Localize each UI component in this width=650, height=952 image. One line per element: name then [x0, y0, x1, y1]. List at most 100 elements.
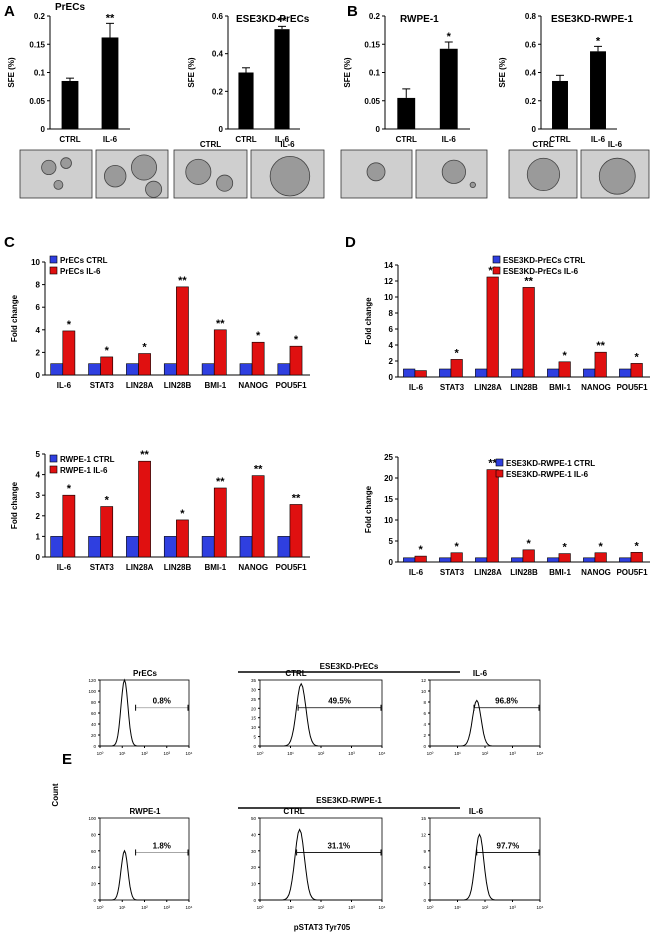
bar-il6	[213, 487, 227, 558]
bar-il6	[486, 469, 499, 563]
y-tick-label: 0	[93, 744, 96, 749]
y-tick-label: 2	[423, 733, 426, 738]
y-tick-label: 2	[389, 357, 394, 366]
y-tick-label: 40	[91, 722, 97, 727]
x-tick-label: 10²	[482, 905, 489, 910]
x-tick-label: LIN28A	[474, 383, 502, 392]
x-tick-label: 10⁰	[257, 905, 264, 910]
bar-ctrl	[277, 363, 291, 376]
x-tick-label: 10³	[163, 751, 170, 756]
y-tick-label: 5	[253, 735, 256, 740]
x-tick-label: 10³	[509, 905, 516, 910]
y-tick-label: 20	[91, 733, 97, 738]
y-tick-label: 25	[384, 453, 393, 462]
y-tick-label: 2	[36, 348, 41, 357]
panel-label-b: B	[347, 3, 358, 20]
sphere-shape	[598, 157, 636, 195]
y-tick-label: 10	[384, 516, 393, 525]
x-tick-label: LIN28A	[474, 568, 502, 577]
x-tick-label: POU5F1	[276, 563, 308, 572]
y-tick-label: 8	[423, 700, 426, 705]
bar-il6	[62, 494, 76, 558]
bar-il6	[594, 552, 607, 563]
x-tick-label: IL-6	[103, 135, 118, 144]
plot-frame	[259, 817, 383, 901]
x-tick-label: 10²	[318, 905, 325, 910]
histogram-title: IL-6	[469, 807, 484, 816]
bar-il6	[251, 341, 265, 376]
bar-il6	[289, 504, 303, 558]
significance-mark: *	[563, 542, 568, 554]
panel-label-e: E	[62, 751, 72, 768]
y-tick-label: 8	[36, 281, 41, 290]
sphere-shape	[145, 180, 163, 198]
bar-ctrl	[50, 536, 64, 558]
sphere-shape	[269, 155, 311, 197]
bar-il6	[100, 506, 114, 558]
y-tick-label: 4	[36, 471, 41, 480]
y-tick-label: 15	[384, 495, 393, 504]
y-tick-label: 40	[91, 865, 97, 870]
significance-mark: **	[278, 15, 287, 27]
significance-mark: **	[178, 275, 187, 287]
x-tick-label: 10⁴	[186, 905, 193, 910]
sphere-shape	[469, 181, 476, 189]
y-tick-label: 0.1	[369, 69, 381, 78]
bar-il6	[450, 359, 463, 378]
y-tick-label: 100	[88, 816, 96, 821]
significance-mark: *	[455, 541, 460, 553]
bar-il6	[414, 370, 427, 378]
plot-frame	[429, 817, 541, 901]
significance-mark: **	[292, 492, 301, 504]
sphere-shape	[53, 180, 64, 190]
legend-swatch	[495, 458, 504, 467]
significance-mark: *	[599, 541, 604, 553]
significance-mark: *	[67, 483, 72, 495]
bar-ctrl	[619, 368, 632, 378]
bar-ctrl	[547, 368, 560, 378]
y-tick-label: 0.6	[212, 12, 224, 21]
image-label: CTRL	[532, 140, 553, 149]
bar-ctrl	[511, 368, 524, 378]
sphere-shape	[441, 159, 466, 184]
bar-il6	[630, 552, 643, 563]
y-tick-label: 4	[423, 722, 426, 727]
bar-il6	[594, 351, 607, 378]
bar-ctrl	[583, 368, 596, 378]
y-tick-label: 0.4	[212, 50, 224, 59]
y-tick-label: 20	[91, 882, 97, 887]
legend-label: RWPE-1 IL-6	[60, 466, 108, 475]
x-tick-label: 10⁰	[257, 751, 264, 756]
y-tick-label: 120	[88, 678, 96, 683]
image-label: CTRL	[200, 140, 221, 149]
y-tick-label: 0.6	[525, 40, 537, 49]
y-axis-label: SFE (%)	[343, 57, 352, 88]
y-tick-label: 10	[251, 882, 257, 887]
bar-il6	[486, 276, 499, 378]
significance-mark: *	[563, 350, 568, 362]
y-tick-label: 10	[31, 258, 40, 267]
bar-il6	[522, 287, 535, 378]
x-tick-label: CTRL	[59, 135, 80, 144]
y-tick-label: 0	[376, 125, 381, 134]
histogram-title: IL-6	[473, 669, 488, 678]
x-tick-label: 10¹	[119, 905, 126, 910]
y-tick-label: 0.4	[525, 69, 537, 78]
x-tick-label: BMI-1	[549, 568, 571, 577]
bar-ctrl	[239, 536, 253, 558]
image-label: IL-6	[608, 140, 623, 149]
bar-il6	[558, 361, 571, 378]
x-tick-label: IL-6	[57, 563, 72, 572]
bar-il6	[138, 460, 151, 558]
micrograph-pair: CTRL IL-6	[508, 140, 650, 199]
legend-swatch	[492, 266, 501, 275]
y-tick-label: 15	[251, 716, 257, 721]
bar	[101, 37, 119, 129]
y-tick-label: 12	[421, 678, 427, 683]
x-tick-label: 10⁴	[186, 751, 193, 756]
x-tick-label: IL-6	[409, 383, 424, 392]
y-tick-label: 0	[93, 898, 96, 903]
legend-swatch	[492, 255, 501, 264]
histogram-curve	[100, 849, 189, 901]
